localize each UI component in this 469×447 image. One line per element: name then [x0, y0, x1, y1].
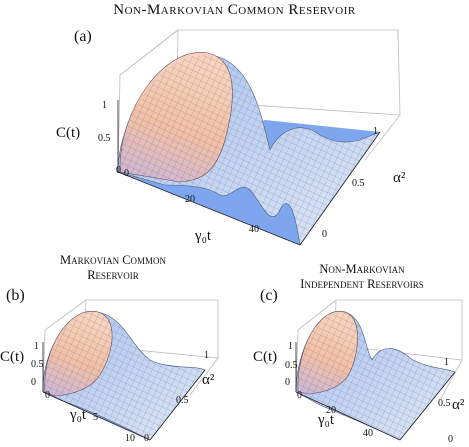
panel-b-xtick-1: 5 [93, 412, 98, 423]
panel-a-ytick-0: 0 [322, 229, 327, 240]
panel-c-subtitle: Non-Markovian Independent Reservoirs [262, 262, 462, 292]
panel-c-letter: (c) [260, 287, 278, 304]
panel-c-mesh [296, 311, 455, 440]
panel-c-ylabel: α² [452, 397, 465, 413]
panel-b-mesh [42, 311, 206, 440]
panel-c-plot [295, 299, 463, 441]
panel-b-ztick-2: 1 [34, 341, 39, 352]
panel-a-plot [117, 29, 401, 246]
panel-b-letter: (b) [6, 287, 25, 304]
panel-a-ztick-2: 1 [102, 100, 107, 111]
figure-title: Non-Markovian Common Reservoir [113, 2, 356, 18]
panel-c-ytick-0: 0 [448, 434, 453, 445]
panel-c-subtitle-line-1: Non-Markovian [319, 262, 405, 276]
panel-c-xtick-0: 0 [297, 390, 302, 401]
panel-c-ytick-1: 0.5 [438, 398, 451, 409]
panel-a-xtick-2: 40 [249, 224, 259, 235]
panel-a-ztick-0: 0 [116, 165, 121, 176]
panel-c-ztick-2: 1 [288, 341, 293, 352]
panel-b-ztick-0: 0 [31, 377, 36, 388]
panel-b-ytick-2: 1 [204, 350, 209, 361]
panel-b-plot [42, 299, 219, 441]
panel-a-mesh [118, 54, 380, 245]
panel-c-xtick-2: 40 [363, 428, 373, 439]
panel-a-xtick-1: 20 [185, 194, 195, 205]
panel-b-xtick-0: 0 [45, 390, 50, 401]
panel-c-ztick-0: 0 [285, 377, 290, 388]
panel-c-xtick-1: 20 [326, 405, 336, 416]
panel-b-ylabel: α² [202, 372, 215, 388]
panel-a-xtick-0: 0 [124, 168, 129, 179]
panel-b-subtitle-line-1: Markovian Common [59, 253, 167, 267]
panel-b-subtitle: Markovian Common Reservoir [18, 253, 208, 283]
panel-a-zlabel: C(t) [56, 125, 81, 141]
panel-c-xlabel: γ₀t [318, 412, 335, 428]
panel-b-zlabel: C(t) [0, 349, 25, 365]
panel-c-ytick-2: 1 [444, 357, 449, 368]
panel-b-xtick-2: 10 [125, 433, 135, 444]
panel-c-axes [295, 342, 456, 441]
panel-c-zlabel: C(t) [253, 349, 278, 365]
panel-a-ytick-2: 1 [373, 126, 378, 137]
panel-b-axes [42, 342, 206, 441]
panel-b-subtitle-line-2: Reservoir [87, 268, 139, 282]
panel-a-xlabel: γ₀t [195, 228, 212, 244]
panel-b-ytick-0: 0 [144, 433, 149, 444]
panel-b-xlabel: γ₀t [70, 407, 87, 423]
panel-b-ztick-1: 0.5 [31, 359, 44, 370]
panel-a-ytick-1: 0.5 [352, 178, 365, 189]
panel-c-ztick-1: 0.5 [285, 360, 298, 371]
panel-c-subtitle-line-2: Independent Reservoirs [300, 277, 424, 291]
panel-a-ztick-1: 0.5 [98, 133, 111, 144]
panel-b-ytick-1: 0.5 [176, 395, 189, 406]
panel-a-axes [117, 100, 381, 246]
panel-a-ylabel: α² [393, 170, 406, 186]
panel-a-letter: (a) [74, 28, 92, 45]
